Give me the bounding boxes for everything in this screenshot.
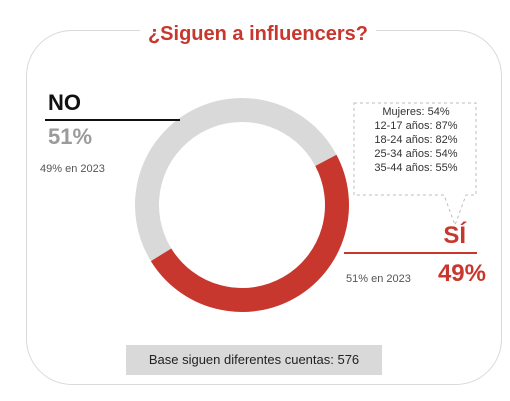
si-percentage: 49% <box>437 260 486 287</box>
base-note: Base siguen diferentes cuentas: 576 <box>126 345 382 375</box>
donut-slice-si <box>150 154 349 312</box>
chart-title: ¿Siguen a influencers? <box>140 20 376 48</box>
breakdown-line: 12-17 años: 87% <box>374 120 458 132</box>
si-previous-year: 51% en 2023 <box>346 273 411 285</box>
breakdown-line: 18-24 años: 82% <box>374 134 458 146</box>
si-breakdown: Mujeres: 54% 12-17 años: 87% 18-24 años:… <box>356 105 476 175</box>
donut-group <box>135 98 349 312</box>
breakdown-line: 35-44 años: 55% <box>374 162 458 174</box>
si-label: SÍ <box>443 222 466 249</box>
breakdown-line: Mujeres: 54% <box>382 106 450 118</box>
no-previous-year: 49% en 2023 <box>40 163 105 175</box>
no-percentage: 51% <box>48 124 93 149</box>
breakdown-callout-box <box>353 102 477 227</box>
donut-slice-no <box>135 98 337 262</box>
no-label: NO <box>48 90 81 115</box>
breakdown-line: 25-34 años: 54% <box>374 148 458 160</box>
